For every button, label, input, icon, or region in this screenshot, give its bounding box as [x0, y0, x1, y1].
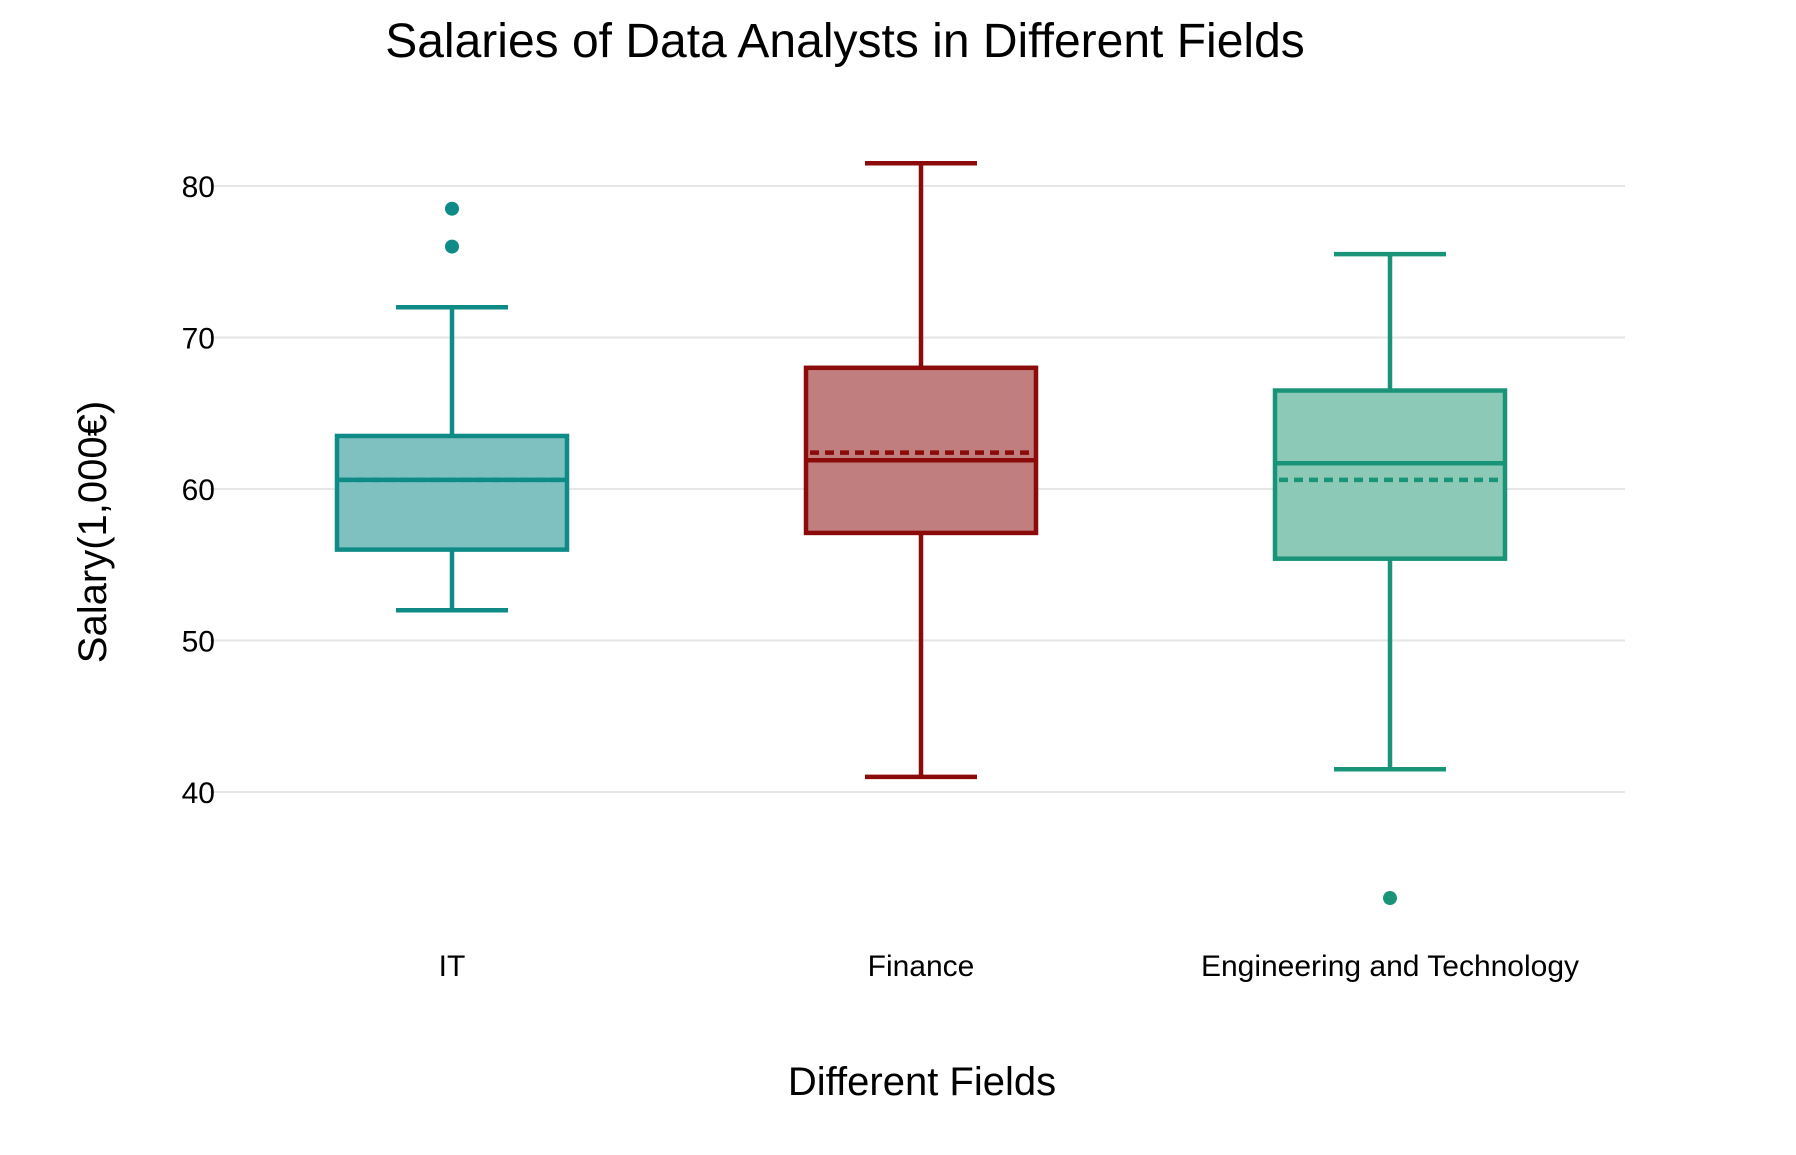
box-finance [803, 161, 1039, 780]
outlier-it-1 [445, 239, 459, 254]
y-tick-labels: 40 50 60 70 80 [182, 171, 215, 810]
x-tick-label-engineering-and-technology: Engineering and Technology [1201, 950, 1579, 983]
x-tick-label-finance: Finance [868, 950, 975, 983]
y-tick-label-60: 60 [182, 474, 215, 507]
box-engineering-and-technology [1272, 251, 1508, 906]
iqr-box-engineering-and-technology [1272, 388, 1508, 561]
y-tick-label-50: 50 [182, 626, 215, 659]
outlier-engineering-and-technology-1 [1383, 891, 1397, 906]
chart-title: Salaries of Data Analysts in Different F… [385, 15, 1305, 68]
box-plots [334, 161, 1508, 906]
x-axis-title: Different Fields [788, 1060, 1056, 1104]
y-tick-label-80: 80 [182, 171, 215, 204]
x-tick-label-it: IT [439, 950, 466, 983]
x-tick-labels: IT Finance Engineering and Technology [439, 950, 1579, 983]
iqr-box-finance [803, 365, 1039, 536]
y-axis-title: Salary(1,000€) [71, 401, 115, 663]
box-it [334, 201, 570, 613]
y-tick-label-70: 70 [182, 323, 215, 356]
y-tick-label-40: 40 [182, 777, 215, 810]
outlier-it-2 [445, 201, 459, 216]
iqr-box-it [334, 433, 570, 552]
